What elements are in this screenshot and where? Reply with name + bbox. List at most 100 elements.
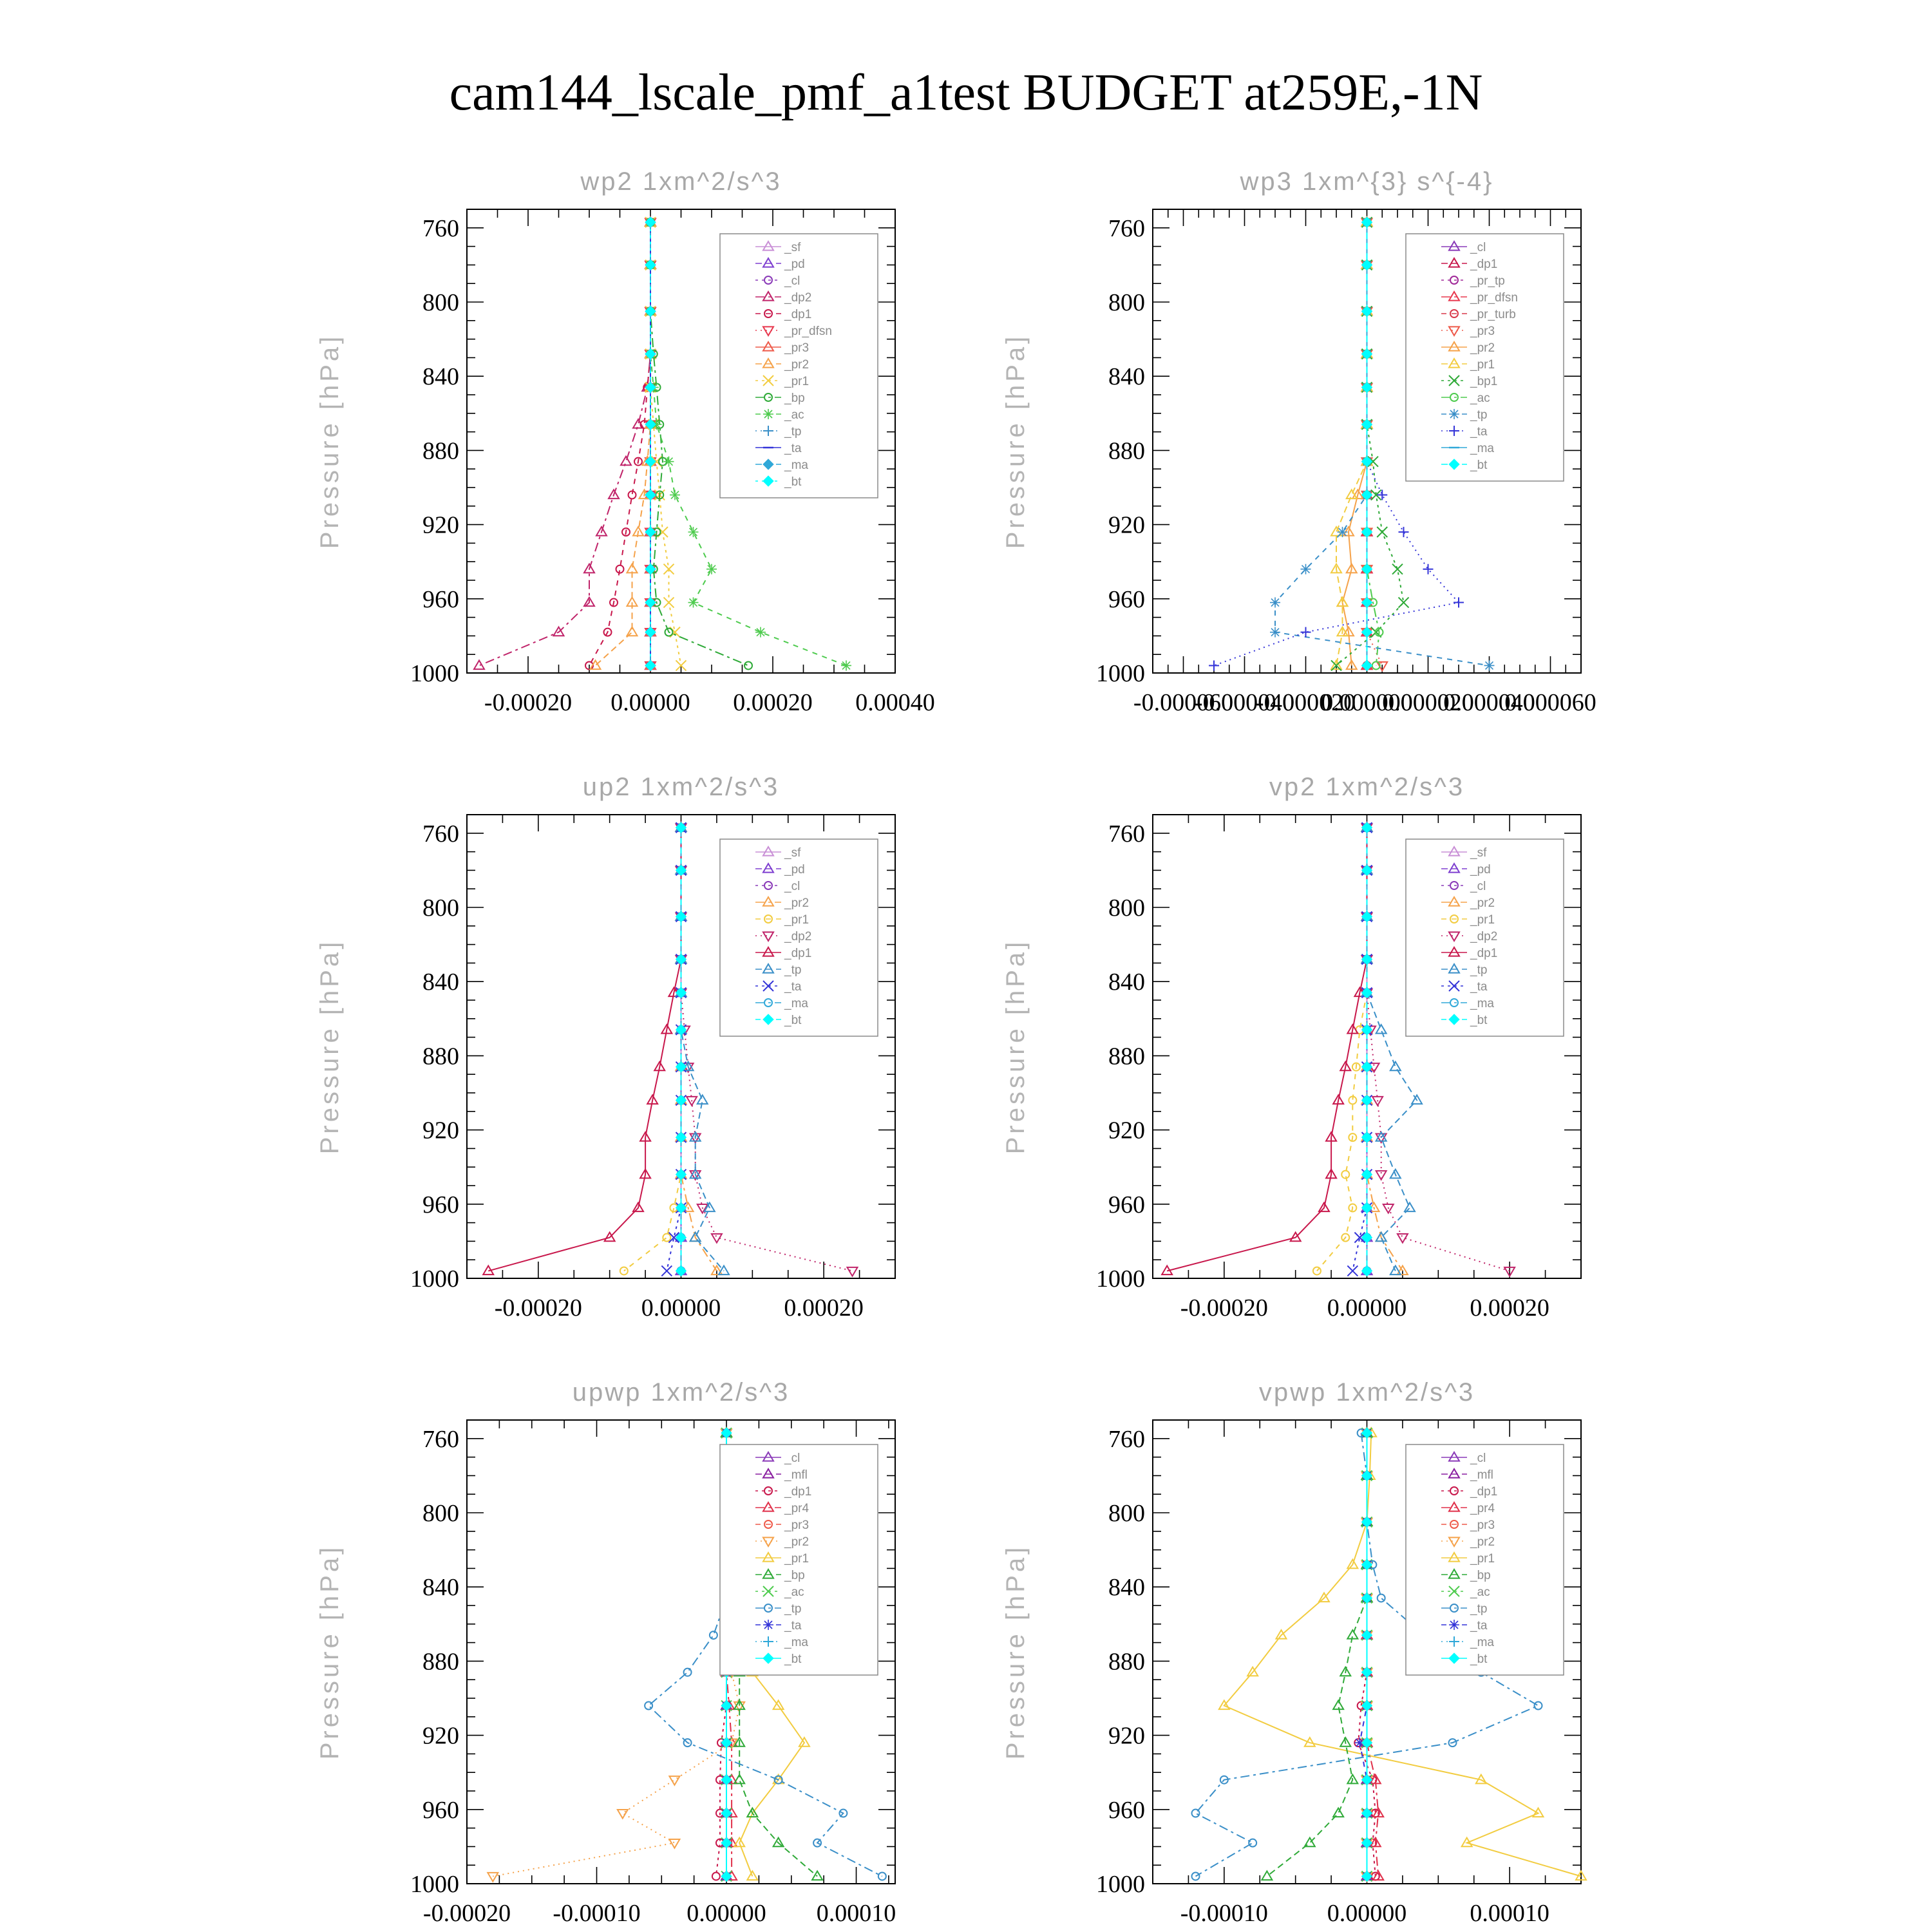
data-point (668, 1776, 681, 1786)
data-point (1454, 597, 1464, 608)
data-point (798, 1736, 811, 1747)
legend-label: _ta (784, 442, 802, 455)
data-point (486, 1871, 500, 1883)
panel-6: vpwp 1xm^2/s^3 Pressure [hPa] 760 800 840 880… (1001, 1378, 1587, 1927)
legend-label: _dp2 (784, 291, 811, 305)
legend-marker (762, 1451, 775, 1462)
legend-marker (1448, 459, 1460, 470)
y-tick-label: 840 (422, 363, 459, 390)
legend-label: _tp (1470, 408, 1487, 422)
data-point (1300, 627, 1311, 638)
data-point (688, 1170, 702, 1181)
x-tick-label: 0.00010 (1470, 1900, 1549, 1927)
data-point (1361, 987, 1373, 999)
legend-label: _ma (1470, 442, 1494, 455)
data-point (1374, 1231, 1388, 1242)
legend-marker (1448, 257, 1461, 268)
legend-marker (764, 1486, 773, 1495)
data-point (1361, 1427, 1373, 1439)
x-tick-label: 0.00000 (1327, 1900, 1407, 1927)
series-line-dp2 (1366, 828, 1510, 1272)
data-point (645, 526, 656, 538)
legend-marker (1448, 1451, 1461, 1462)
data-point (1336, 596, 1349, 607)
data-point (710, 1264, 723, 1276)
data-point (1410, 1094, 1423, 1105)
data-point (1484, 660, 1495, 671)
data-point (1533, 1701, 1543, 1710)
y-tick-label: 840 (1108, 363, 1145, 390)
legend-marker (1449, 409, 1459, 419)
y-tick-label: 920 (1108, 1723, 1145, 1750)
data-point (1346, 1023, 1359, 1034)
y-tick-label: 800 (1108, 895, 1145, 922)
legend-marker (763, 1620, 773, 1630)
legend-marker (762, 1537, 775, 1548)
data-point (1274, 1629, 1288, 1640)
legend-marker (1448, 1501, 1461, 1512)
y-tick-label: 800 (422, 895, 459, 922)
data-point (1361, 1666, 1373, 1678)
data-point (482, 1264, 495, 1276)
data-point (721, 1837, 732, 1849)
data-point (1361, 259, 1373, 271)
legend-marker (764, 1604, 773, 1613)
data-point (620, 455, 632, 466)
data-point (616, 1808, 629, 1820)
legend-box (1405, 233, 1564, 482)
data-point (1398, 527, 1409, 538)
legend-marker (1450, 309, 1459, 318)
data-point (1361, 1470, 1373, 1482)
legend-label: _ma (1470, 997, 1494, 1010)
data-point (1361, 216, 1373, 228)
data-point (1303, 1836, 1316, 1848)
data-point (645, 348, 656, 360)
data-point (1369, 1836, 1382, 1848)
legend-label: _pr_dfsn (1470, 291, 1518, 305)
x-tick-label: -0.00020 (423, 1900, 511, 1927)
legend-label: _tp (1470, 963, 1487, 977)
data-point (1336, 625, 1349, 637)
data-point (625, 562, 639, 574)
data-point (1354, 1231, 1366, 1244)
legend-marker (764, 276, 773, 285)
y-tick-label: 800 (422, 289, 459, 316)
data-point (621, 527, 630, 537)
data-point (627, 490, 637, 500)
legend-label: _pr1 (784, 375, 809, 388)
data-point (1348, 1133, 1358, 1142)
data-point (683, 1667, 692, 1677)
series-line-pr1 (1316, 828, 1368, 1272)
legend-marker (762, 257, 775, 268)
legend-marker (1450, 998, 1459, 1007)
x-tick-label: -0.00020 (495, 1294, 582, 1321)
data-point (711, 1871, 721, 1881)
legend-label: _ta (1470, 425, 1488, 439)
legend-marker (1448, 357, 1461, 368)
legend-marker (1448, 946, 1461, 957)
legend-label: _pr3 (1470, 1519, 1495, 1532)
data-point (663, 456, 674, 467)
legend-box (719, 1444, 878, 1676)
data-point (1361, 1094, 1373, 1106)
y-tick-label: 1000 (410, 1871, 459, 1898)
data-point (675, 1094, 687, 1106)
legend-label: _dp1 (784, 947, 811, 960)
data-point (1300, 564, 1311, 574)
data-point (1361, 864, 1373, 876)
data-point (1361, 1558, 1373, 1571)
data-point (1460, 1836, 1473, 1848)
legend-label: _ta (1470, 980, 1488, 994)
data-point (639, 1131, 652, 1142)
data-point (1361, 1774, 1373, 1786)
legend-label: _ma (784, 459, 808, 472)
data-point (688, 1168, 702, 1179)
series-line-dp1 (589, 222, 651, 666)
legend-label: _ac (784, 1586, 804, 1599)
data-point (733, 1699, 746, 1710)
legend-label: _pd (784, 258, 805, 271)
legend-label: _dp1 (1470, 947, 1497, 960)
data-point (1191, 1808, 1200, 1818)
legend-label: _bt (784, 1014, 802, 1027)
